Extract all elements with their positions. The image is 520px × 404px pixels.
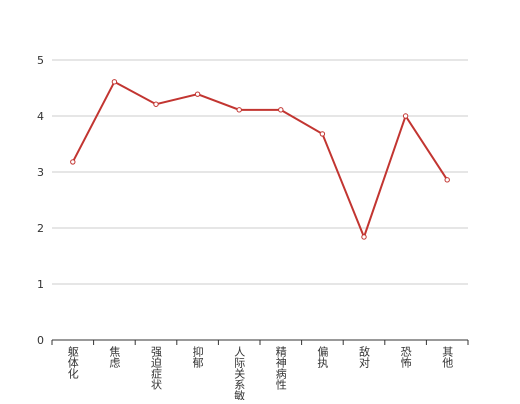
y-tick-label: 0 [37, 334, 44, 347]
x-tick-label: 抑郁 [191, 345, 204, 368]
x-tick-label: 焦虑 [108, 346, 121, 368]
data-point [402, 113, 409, 119]
x-tick-label: 精神病性 [274, 346, 287, 391]
x-tick-label: 躯体化 [66, 346, 79, 380]
data-point [444, 177, 450, 183]
data-point [70, 159, 76, 165]
data-point [278, 107, 284, 113]
x-tick-label: 偏执 [316, 345, 329, 369]
y-tick-label: 4 [37, 110, 44, 123]
x-tick-label: 其他 [441, 346, 454, 368]
y-tick-label: 3 [37, 166, 44, 179]
y-tick-label: 1 [37, 278, 44, 291]
y-tick-label: 2 [37, 222, 44, 235]
data-point [236, 107, 242, 113]
x-tick-label: 恐怖 [399, 346, 412, 368]
data-point [319, 131, 326, 137]
series-line [71, 80, 449, 240]
x-tick-label: 人际关系敏感 [233, 346, 246, 400]
data-point [361, 234, 367, 240]
data-point [194, 91, 201, 97]
y-tick-label: 5 [37, 54, 44, 67]
x-tick-label: 强迫症状 [150, 346, 163, 390]
data-point [111, 79, 118, 85]
x-tick-label: 敌对 [358, 345, 371, 368]
data-point [153, 101, 159, 107]
